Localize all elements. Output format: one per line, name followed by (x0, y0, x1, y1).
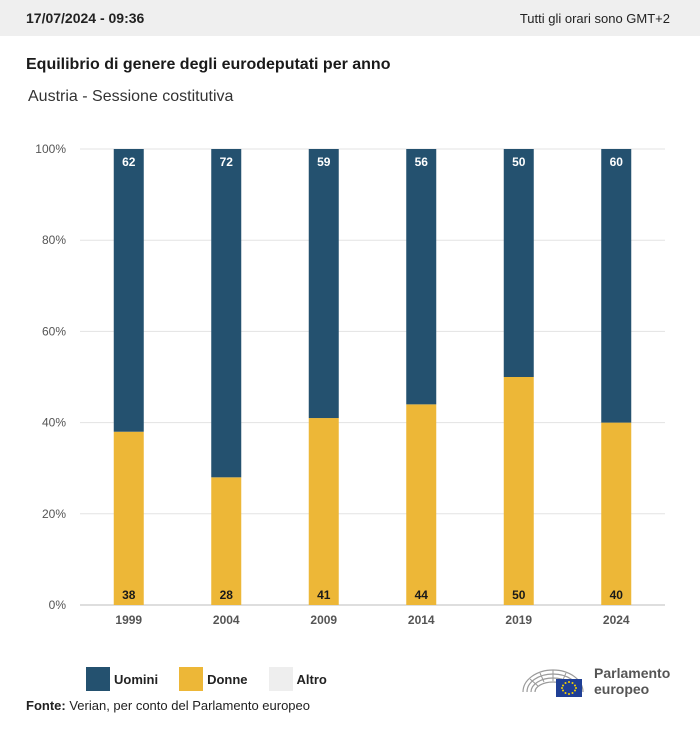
data-label-uomini: 60 (610, 155, 624, 169)
legend-item-uomini[interactable]: Uomini (86, 667, 158, 691)
bar-donne (113, 431, 144, 605)
timezone-note: Tutti gli orari sono GMT+2 (519, 10, 670, 26)
data-label-uomini: 72 (220, 155, 234, 169)
top-bar: 17/07/2024 - 09:36 Tutti gli orari sono … (0, 0, 700, 36)
y-tick-label: 0% (49, 598, 67, 612)
legend: Uomini Donne Altro (86, 667, 348, 691)
y-tick-label: 100% (35, 142, 66, 156)
data-label-uomini: 50 (512, 155, 526, 169)
bar-uomini (503, 149, 534, 377)
data-label-donne: 38 (122, 588, 136, 602)
bar-uomini (601, 149, 632, 423)
logo-text: Parlamento europeo (594, 665, 670, 697)
hemicycle-flag-icon (522, 669, 584, 697)
bar-uomini (308, 149, 339, 419)
bar-uomini (113, 149, 144, 432)
legend-label-altro: Altro (296, 671, 327, 687)
bar-uomini (211, 149, 242, 478)
legend-swatch-uomini (86, 667, 110, 691)
datetime: 17/07/2024 - 09:36 (26, 10, 145, 26)
data-label-donne: 41 (317, 588, 331, 602)
x-tick-label: 2009 (310, 613, 337, 627)
bar-donne (406, 404, 437, 605)
legend-swatch-altro (268, 667, 293, 691)
data-label-donne: 28 (220, 588, 234, 602)
chart-subtitle: Austria - Sessione costitutiva (28, 88, 234, 105)
legend-item-altro[interactable]: Altro (268, 667, 327, 691)
bar-donne (211, 477, 242, 605)
y-tick-label: 20% (42, 507, 66, 521)
logo-line-1: Parlamento (594, 665, 671, 681)
y-tick-label: 60% (42, 324, 66, 338)
x-tick-label: 2014 (408, 613, 435, 627)
chart-title: Equilibrio di genere degli eurodeputati … (26, 56, 391, 73)
parliament-logo: Parlamento europeo (520, 660, 685, 702)
source-note: Fonte: Verian, per conto del Parlamento … (26, 698, 310, 713)
data-label-donne: 40 (610, 588, 624, 602)
x-tick-label: 2024 (603, 613, 630, 627)
legend-label-uomini: Uomini (114, 671, 159, 687)
x-tick-label: 2019 (505, 613, 532, 627)
legend-label-donne: Donne (207, 671, 248, 687)
data-label-uomini: 62 (122, 155, 136, 169)
y-tick-label: 40% (42, 416, 66, 430)
bar-uomini (406, 149, 437, 405)
bar-donne (601, 422, 632, 605)
legend-swatch-donne (179, 667, 204, 691)
source-label: Fonte: (26, 698, 66, 713)
data-label-uomini: 56 (415, 155, 429, 169)
data-label-uomini: 59 (317, 155, 331, 169)
bar-donne (308, 418, 339, 605)
x-tick-label: 2004 (213, 613, 240, 627)
x-tick-label: 1999 (115, 613, 142, 627)
source-text: Verian, per conto del Parlamento europeo (65, 698, 310, 713)
data-label-donne: 44 (415, 588, 429, 602)
logo-line-2: europeo (594, 681, 650, 697)
stacked-bar-chart: 0% 20% 40% 60% 80% 100% 62 38 1999 72 28 2004 59 41 20… (35, 142, 665, 627)
bar-donne (503, 377, 534, 605)
legend-item-donne[interactable]: Donne (179, 667, 248, 691)
data-label-donne: 50 (512, 588, 526, 602)
y-tick-label: 80% (42, 233, 66, 247)
